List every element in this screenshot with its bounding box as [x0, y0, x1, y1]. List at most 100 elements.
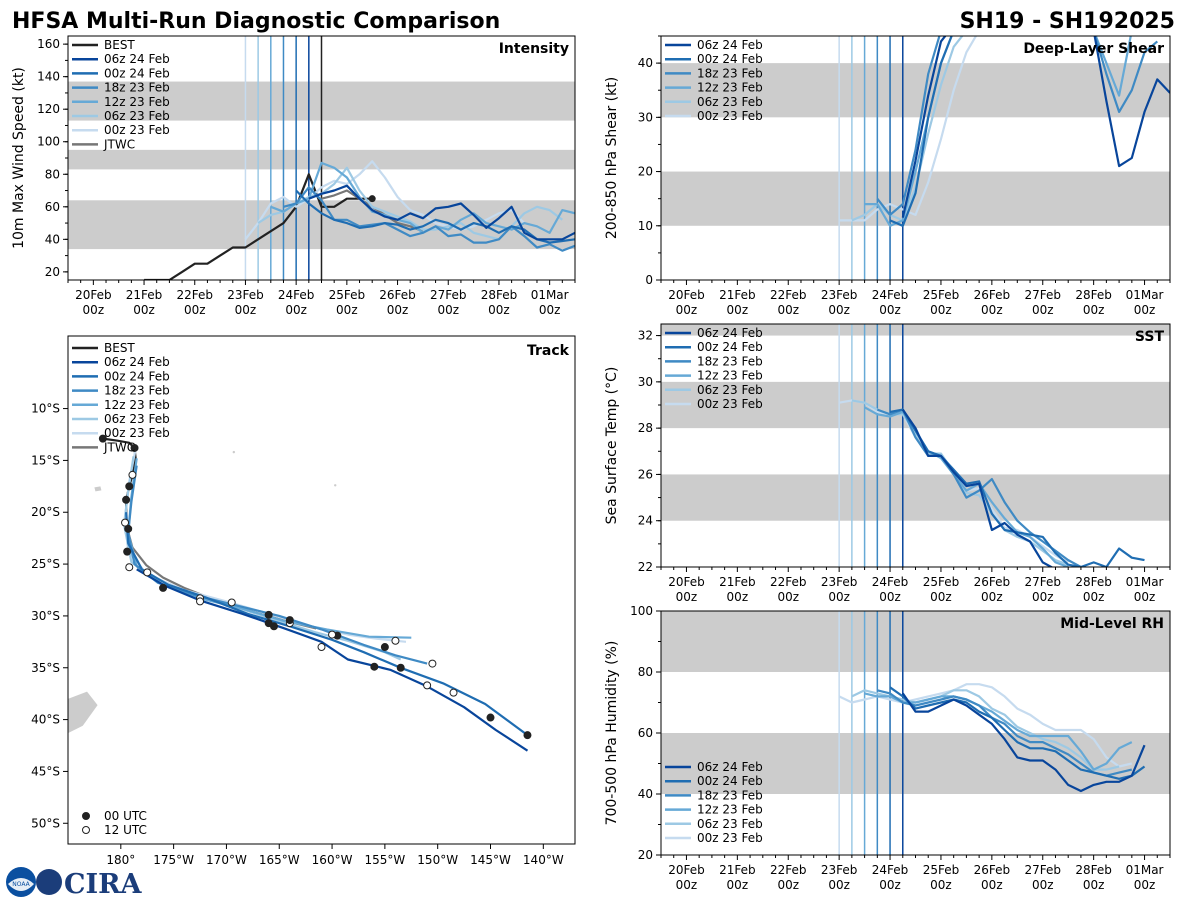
intensity-title: Intensity [499, 41, 569, 57]
rh-ytick-label: 80 [638, 665, 653, 679]
sst-xtick-date: 23Feb [821, 575, 858, 589]
track-fix-marker [143, 568, 152, 577]
track-ytick-label: 25°S [31, 557, 60, 571]
intensity-series-line [144, 173, 373, 280]
track-xtick-label: 180° [106, 853, 135, 867]
track-ytick-label: 20°S [31, 505, 60, 519]
track-series-line [127, 465, 428, 665]
shear-legend-label: 06z 24 Feb [697, 38, 763, 52]
track-xtick-label: 165°W [259, 853, 300, 867]
shear-title: Deep-Layer Shear [1023, 41, 1164, 57]
track-fix-marker [370, 662, 379, 671]
shear-legend-label: 00z 24 Feb [697, 52, 763, 66]
sst-xtick-hour: 00z [1032, 590, 1054, 604]
shear-plot-area [661, 36, 1170, 280]
track-fix-marker [449, 688, 458, 697]
shear-legend-label: 12z 23 Feb [697, 81, 763, 95]
track-fix-marker [128, 470, 137, 479]
intensity-xtick-date: 25Feb [329, 288, 366, 302]
sst-band [661, 381, 1170, 429]
shear-xtick-hour: 00z [1032, 303, 1054, 317]
shear-xtick-date: 26Feb [974, 288, 1011, 302]
sst-plot-area [661, 324, 1170, 567]
sst-xtick-date: 26Feb [974, 575, 1011, 589]
track-legend-label: 06z 24 Feb [104, 355, 170, 369]
land-new-zealand [68, 691, 98, 734]
shear-xtick-date: 23Feb [821, 288, 858, 302]
shear-xtick-hour: 00z [879, 303, 901, 317]
figure-title: HFSA Multi-Run Diagnostic Comparison [12, 9, 500, 34]
shear-ylabel: 200-850 hPa Shear (kt) [604, 77, 620, 239]
sst-ytick-label: 26 [638, 467, 653, 481]
cira-logo-text: CIRA [64, 869, 143, 900]
track-frame [67, 335, 576, 845]
track-fix-marker [523, 731, 532, 740]
rh-panel: 2040608010020Feb00z21Feb00z22Feb00z23Feb… [604, 604, 1171, 892]
shear-ytick-label: 30 [638, 110, 653, 124]
track-series-line [125, 507, 317, 630]
shear-ytick-label: 40 [638, 56, 653, 70]
track-fix-marker [380, 643, 389, 652]
sst-xtick-date: 27Feb [1024, 575, 1061, 589]
shear-panel: 01020304020Feb00z21Feb00z22Feb00z23Feb00… [604, 35, 1171, 317]
rh-xtick-hour: 00z [1134, 878, 1156, 892]
shear-ytick-label: 10 [638, 219, 653, 233]
intensity-xtick-date: 20Feb [75, 288, 112, 302]
track-series-line [125, 512, 529, 736]
shear-series-line [1094, 36, 1159, 114]
track-fix-marker [264, 610, 273, 619]
sst-title: SST [1135, 329, 1165, 345]
shear-series-line [851, 36, 964, 222]
track-fix-marker [269, 622, 278, 631]
sst-xtick-date: 20Feb [668, 575, 705, 589]
track-fix-marker [123, 547, 132, 556]
intensity-ytick-label: 40 [45, 232, 60, 246]
sst-legend-label: 12z 23 Feb [697, 369, 763, 383]
track-xtick-label: 140°W [523, 853, 564, 867]
track-fix-marker [328, 630, 337, 639]
intensity-xtick-date: 28Feb [481, 288, 518, 302]
intensity-xtick-hour: 00z [336, 303, 358, 317]
intensity-panel: 2040608010012014016020Feb00z21Feb00z22Fe… [11, 35, 576, 317]
track-marker-legend-dot [82, 812, 90, 820]
track-panel: 180° 175°W 170°W 165°W 160°W 155°W 150°W 145°W 1… [31, 335, 576, 867]
track-fix-marker [317, 643, 326, 652]
track-fix-marker [124, 524, 133, 533]
sst-panel: 22242628303220Feb00z21Feb00z22Feb00z23Fe… [604, 323, 1171, 604]
shear-ytick-label: 20 [638, 165, 653, 179]
rh-xtick-date: 27Feb [1024, 863, 1061, 877]
track-xtick-label: 170°W [206, 853, 247, 867]
rh-xtick-hour: 00z [828, 878, 850, 892]
sst-series-line [901, 408, 1054, 567]
shear-xtick-hour: 00z [981, 303, 1003, 317]
shear-xtick-date: 01Mar [1126, 288, 1164, 302]
track-series-line [127, 458, 412, 639]
rh-legend-label: 06z 24 Feb [697, 760, 763, 774]
rh-legend-label: 06z 23 Feb [697, 817, 763, 831]
rh-plot-area [661, 611, 1170, 855]
shear-xtick-hour: 00z [930, 303, 952, 317]
track-marker-legend-label: 12 UTC [104, 823, 147, 837]
sst-legend-label: 00z 24 Feb [697, 340, 763, 354]
intensity-xtick-hour: 00z [437, 303, 459, 317]
rh-xtick-hour: 00z [676, 878, 698, 892]
track-marker-legend-dot [82, 826, 90, 834]
track-fix-marker [121, 518, 130, 527]
sst-series-line [864, 406, 1069, 567]
rh-xtick-date: 01Mar [1126, 863, 1164, 877]
rh-legend-label: 18z 23 Feb [697, 788, 763, 802]
track-fix-marker [159, 583, 168, 592]
intensity-ytick-label: 140 [37, 70, 60, 84]
land-islet [334, 484, 337, 487]
shear-xtick-date: 21Feb [719, 288, 756, 302]
track-fix-marker [122, 495, 131, 504]
sst-xtick-date: 01Mar [1126, 575, 1164, 589]
shear-xtick-hour: 00z [828, 303, 850, 317]
shear-xtick-date: 28Feb [1075, 288, 1112, 302]
intensity-xtick-hour: 00z [387, 303, 409, 317]
sst-band [661, 324, 1170, 336]
intensity-ytick-label: 60 [45, 200, 60, 214]
sst-xtick-date: 21Feb [719, 575, 756, 589]
shear-xtick-date: 24Feb [872, 288, 909, 302]
logo-group: CIRA NOAA [6, 867, 143, 900]
